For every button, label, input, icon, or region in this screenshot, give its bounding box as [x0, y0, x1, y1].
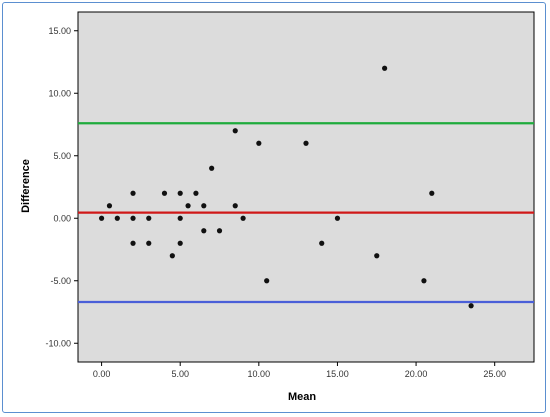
y-tick-label: 15.00 [48, 26, 71, 36]
data-point [193, 190, 199, 196]
data-point [146, 240, 152, 246]
data-point [201, 203, 207, 209]
x-tick-label: 25.00 [483, 369, 506, 379]
x-axis-title: Mean [288, 391, 316, 403]
x-tick-label: 15.00 [326, 369, 349, 379]
data-point [130, 190, 136, 196]
data-point [130, 240, 136, 246]
data-point [319, 240, 325, 246]
data-point [185, 203, 191, 209]
y-tick-label: -10.00 [45, 338, 71, 348]
data-point [256, 140, 262, 146]
data-point [232, 128, 238, 134]
y-axis-title: Difference [20, 159, 32, 213]
data-point [177, 215, 183, 221]
data-point [232, 203, 238, 209]
plot-area [77, 11, 535, 363]
data-point [382, 65, 388, 71]
x-tick-label: 10.00 [248, 369, 271, 379]
data-point [334, 215, 341, 221]
data-point [429, 190, 435, 196]
data-point [169, 253, 175, 259]
data-point [240, 215, 246, 221]
data-point [177, 190, 183, 196]
y-tick-label: -5.00 [50, 276, 71, 286]
data-point [468, 303, 474, 309]
data-point [201, 228, 207, 234]
data-point [216, 228, 223, 234]
data-point [106, 203, 113, 209]
x-tick-label: 5.00 [171, 369, 189, 379]
data-point [161, 190, 168, 196]
data-point [421, 278, 427, 284]
x-tick-label: 0.00 [93, 369, 111, 379]
data-point [303, 140, 309, 146]
y-tick-label: 5.00 [53, 151, 71, 161]
y-tick-label: 0.00 [53, 213, 71, 223]
y-tick-label: 10.00 [48, 88, 71, 98]
x-axis-ticks: 0.00 5.00 10.00 15.00 20.00 25.00 [93, 362, 506, 379]
reference-lines [78, 122, 534, 304]
data-point [146, 215, 152, 221]
data-points [98, 65, 474, 309]
data-point [374, 253, 380, 259]
data-point [264, 278, 270, 284]
y-axis-ticks: -10.00 -5.00 0.00 5.00 10.00 15.00 [45, 26, 78, 348]
data-point [98, 215, 105, 221]
data-point [114, 215, 120, 221]
x-tick-label: 20.00 [405, 369, 428, 379]
data-point [130, 215, 136, 221]
data-point [209, 165, 215, 171]
data-point [177, 240, 183, 246]
